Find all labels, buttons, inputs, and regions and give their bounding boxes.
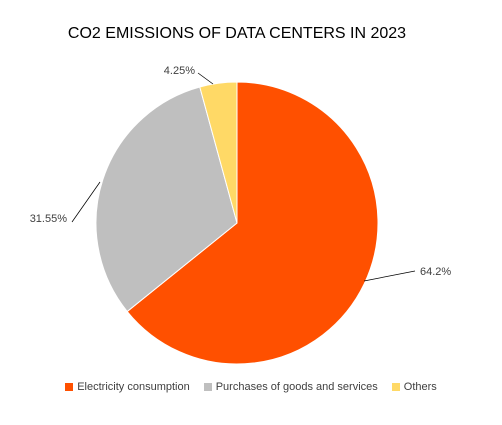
- legend: Electricity consumption Purchases of goo…: [0, 381, 502, 393]
- leader-line-electricity: [363, 270, 416, 282]
- legend-label-electricity: Electricity consumption: [77, 381, 190, 393]
- legend-label-purchases: Purchases of goods and services: [215, 381, 378, 393]
- data-label-others: 4.25%: [164, 65, 195, 77]
- pie-slices: [95, 81, 379, 365]
- legend-item-electricity: Electricity consumption: [65, 381, 190, 393]
- slice-purchases: [95, 86, 238, 313]
- slice-others: [199, 81, 238, 224]
- data-label-purchases: 31.55%: [30, 213, 68, 225]
- legend-label-others: Others: [403, 381, 437, 393]
- chart-title: CO2 EMISSIONS OF DATA CENTERS IN 2023: [68, 25, 406, 42]
- legend-swatch-others: [391, 383, 400, 391]
- slice-electricity: [126, 81, 379, 365]
- leader-lines: [71, 72, 416, 282]
- legend-item-others: Others: [391, 381, 437, 393]
- legend-item-purchases: Purchases of goods and services: [203, 381, 378, 393]
- leader-line-purchases: [71, 181, 101, 223]
- legend-swatch-purchases: [203, 383, 212, 391]
- data-labels: 64.2% 31.55% 4.25%: [30, 65, 452, 278]
- legend-swatch-electricity: [65, 383, 74, 391]
- data-label-electricity: 64.2%: [420, 266, 451, 278]
- leader-line-others: [197, 72, 214, 85]
